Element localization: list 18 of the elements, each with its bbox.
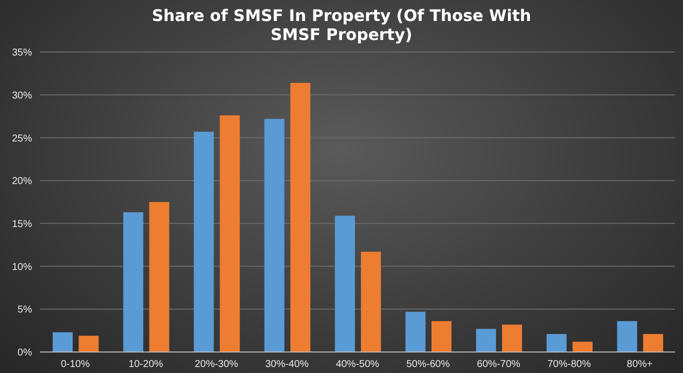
x-tick-label: 80%+ bbox=[626, 359, 653, 370]
y-tick-label: 20% bbox=[12, 176, 32, 188]
x-tick-label: 70%-80% bbox=[547, 359, 591, 370]
y-tick-label: 30% bbox=[12, 90, 32, 102]
chart-title: Share of SMSF In Property (Of Those With SMSF Property) bbox=[150, 6, 532, 44]
x-tick-label: 0-10% bbox=[60, 359, 90, 370]
y-tick-label: 0% bbox=[18, 348, 32, 359]
x-tick-label: 50%-60% bbox=[406, 359, 450, 370]
x-tick-label: 60%-70% bbox=[476, 359, 520, 370]
x-tick-label: 10-20% bbox=[128, 359, 164, 370]
x-tick-label: 30%-40% bbox=[265, 359, 309, 370]
y-tick-label: 5% bbox=[18, 304, 32, 316]
y-tick-label: 10% bbox=[12, 262, 32, 273]
x-tick-label: 20%-30% bbox=[194, 359, 238, 370]
y-tick-label: 15% bbox=[12, 218, 32, 230]
y-tick-label: 25% bbox=[12, 133, 32, 144]
y-tick-label: 35% bbox=[12, 48, 32, 59]
x-tick-label: 40%-50% bbox=[336, 359, 380, 370]
